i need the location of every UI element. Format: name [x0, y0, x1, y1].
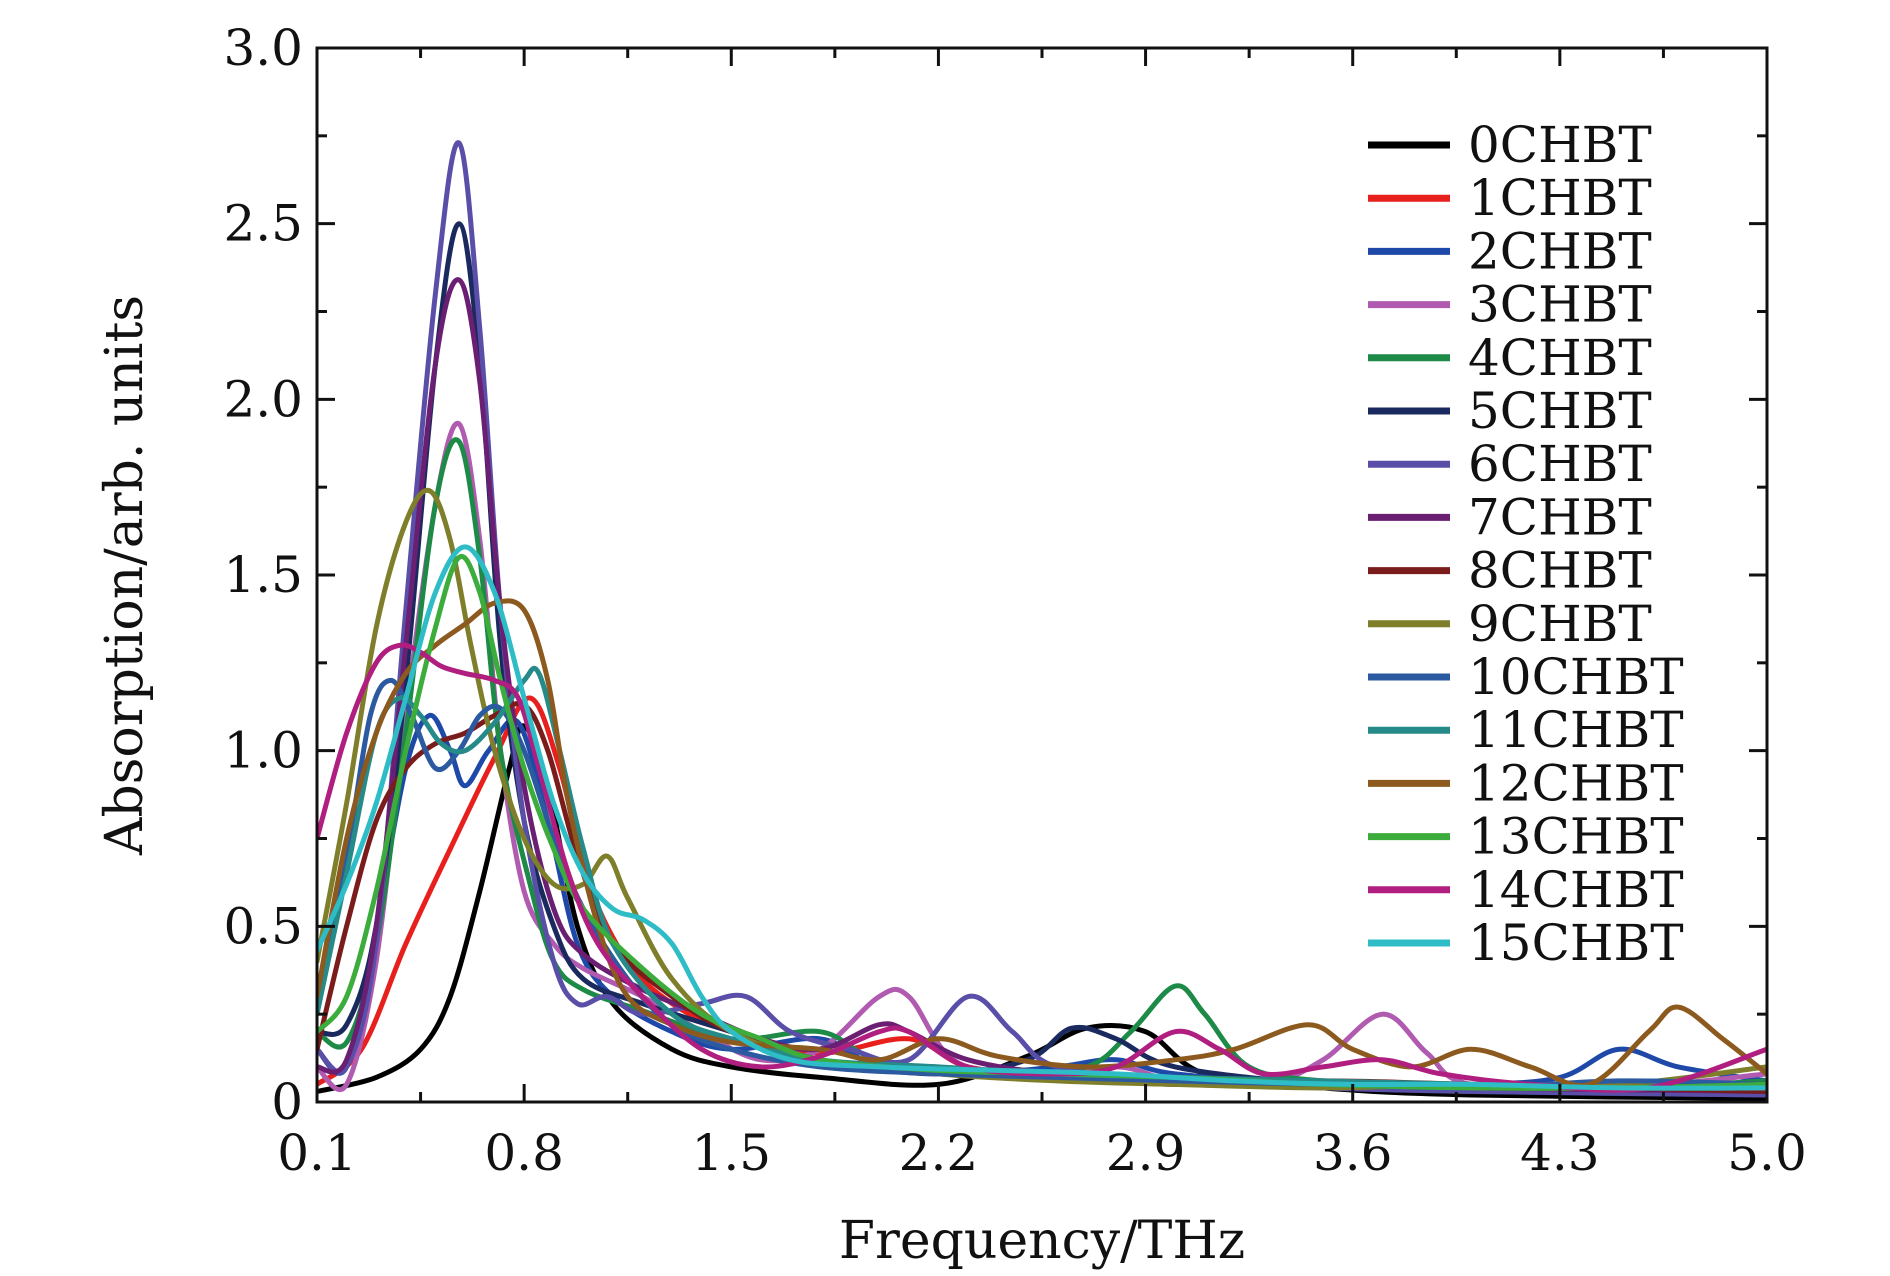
- x-axis-label: Frequency/THz: [839, 1211, 1245, 1271]
- legend-label: 12CHBT: [1468, 754, 1684, 812]
- legend-label: 3CHBT: [1468, 276, 1652, 334]
- legend-label: 13CHBT: [1468, 808, 1684, 866]
- legend: 0CHBT1CHBT2CHBT3CHBT4CHBT5CHBT6CHBT7CHBT…: [1368, 116, 1684, 972]
- legend-label: 7CHBT: [1468, 488, 1652, 546]
- y-axis-label: Absorption/arb. units: [95, 295, 155, 856]
- y-tick-label: 3.0: [223, 19, 303, 77]
- legend-label: 6CHBT: [1468, 435, 1652, 493]
- x-tick-label: 5.0: [1727, 1124, 1807, 1182]
- series-line-15CHBT: [317, 544, 1767, 1091]
- x-tick-label: 0.8: [484, 1124, 564, 1182]
- legend-label: 10CHBT: [1468, 648, 1684, 706]
- y-tick-label: 1.5: [223, 546, 303, 604]
- x-tick-label: 2.9: [1106, 1124, 1186, 1182]
- series-line-9CHBT: [317, 487, 1767, 1091]
- legend-label: 1CHBT: [1468, 169, 1652, 227]
- x-tick-label: 3.6: [1313, 1124, 1393, 1182]
- y-tick-label: 0: [271, 1073, 303, 1131]
- series-line-5CHBT: [317, 221, 1767, 1098]
- legend-label: 9CHBT: [1468, 595, 1652, 653]
- y-tick-label: 0.5: [223, 897, 303, 955]
- series-line-12CHBT: [317, 598, 1767, 1089]
- legend-label: 11CHBT: [1468, 701, 1684, 759]
- y-tick-label: 2.0: [223, 370, 303, 428]
- x-tick-label: 1.5: [692, 1124, 772, 1182]
- legend-label: 8CHBT: [1468, 542, 1652, 600]
- series-layer: [317, 140, 1767, 1101]
- legend-label: 14CHBT: [1468, 861, 1684, 919]
- legend-label: 2CHBT: [1468, 222, 1652, 280]
- x-tick-label: 0.1: [277, 1124, 357, 1182]
- legend-label: 4CHBT: [1468, 329, 1652, 387]
- y-tick-label: 2.5: [223, 195, 303, 253]
- ticks-layer: 0.1 0.8 1.5 2.2 2.9 3.6 4.3 5.0 0 0.5 1.0 1.5 2.0 2.5…: [223, 19, 1806, 1182]
- x-tick-label: 2.2: [899, 1124, 979, 1182]
- legend-label: 0CHBT: [1468, 116, 1652, 174]
- x-tick-label: 4.3: [1520, 1124, 1600, 1182]
- legend-label: 15CHBT: [1468, 914, 1684, 972]
- legend-label: 5CHBT: [1468, 382, 1652, 440]
- y-tick-label: 1.0: [223, 722, 303, 780]
